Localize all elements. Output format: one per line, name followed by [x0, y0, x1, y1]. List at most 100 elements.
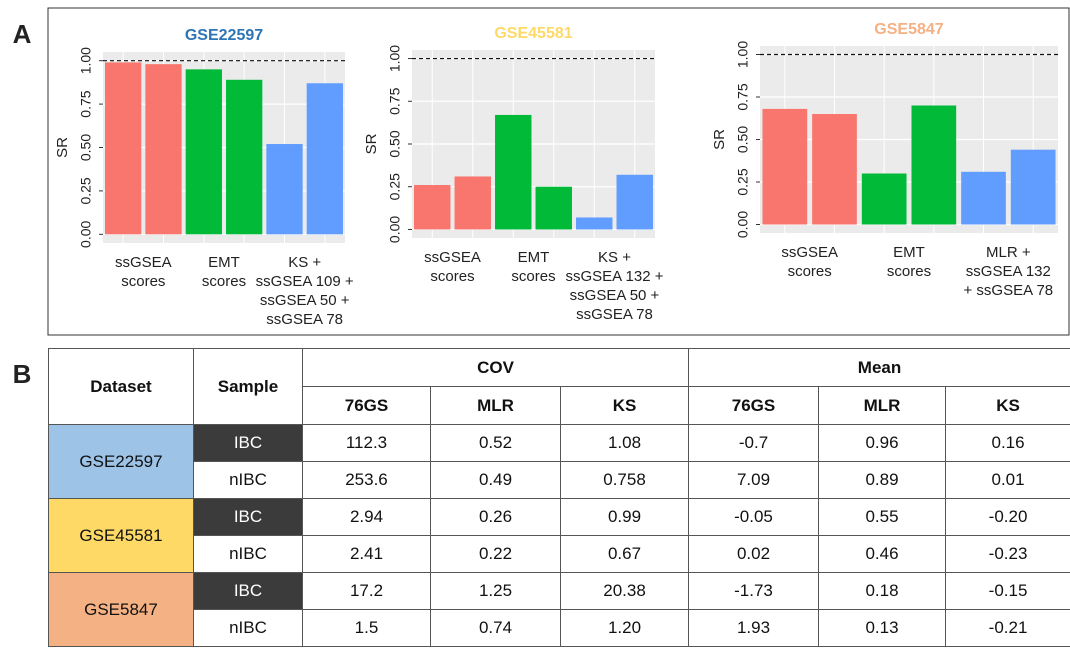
x-group-label: ssGSEA 50 + [570, 287, 660, 304]
bar [812, 114, 857, 225]
x-group-label: scores [788, 263, 832, 280]
value-cell: -0.15 [945, 572, 1070, 610]
y-tick-label: 0.00 [387, 216, 403, 243]
value-cell: 112.3 [302, 424, 431, 462]
chart-title: GSE45581 [494, 25, 572, 42]
y-tick-label: 1.00 [78, 47, 94, 74]
y-tick-label: 0.00 [735, 211, 751, 238]
y-tick-label: 0.25 [735, 168, 751, 195]
x-group-label: ssGSEA [424, 249, 481, 266]
value-cell: -0.05 [688, 498, 820, 536]
value-cell: 1.20 [559, 609, 690, 647]
value-cell: 253.6 [302, 461, 431, 499]
chart-title: GSE22597 [185, 27, 263, 44]
value-cell: 17.2 [302, 572, 431, 610]
header-cell: KS [559, 386, 690, 425]
value-cell: 0.16 [945, 424, 1070, 462]
header-cell: KS [945, 386, 1070, 425]
dataset-cell: GSE5847 [48, 572, 194, 647]
x-group-label: scores [121, 273, 165, 290]
sample-cell: nIBC [193, 535, 303, 573]
y-tick-label: 0.00 [78, 220, 94, 247]
value-cell: 0.96 [818, 424, 947, 462]
y-tick-label: 0.25 [78, 177, 94, 204]
value-cell: 0.55 [818, 498, 947, 536]
x-group-label: ssGSEA 78 [266, 311, 343, 328]
value-cell: 0.22 [430, 535, 561, 573]
header-cell: MLR [430, 386, 561, 425]
results-table: Dataset Sample COV Mean 76GS MLR KS 76GS MLR KS GS… [48, 348, 1070, 647]
value-cell: 0.18 [818, 572, 947, 610]
header-cell: Sample [193, 348, 303, 425]
header-cell: 76GS [688, 386, 820, 425]
x-group-label: KS + [288, 254, 321, 271]
header-cell: 76GS [302, 386, 431, 425]
y-tick-label: 0.50 [78, 134, 94, 161]
sample-cell: nIBC [193, 461, 303, 499]
header-group-cell: COV [301, 348, 690, 387]
x-group-label: ssGSEA 50 + [260, 292, 350, 309]
bar [1010, 149, 1056, 225]
value-cell: 1.25 [430, 572, 561, 610]
value-cell: 0.74 [430, 609, 561, 647]
x-group-label: EMT [893, 244, 925, 261]
dataset-cell: GSE22597 [48, 424, 194, 499]
y-axis-title: SR [363, 133, 380, 154]
header-group-cell: Mean [688, 348, 1070, 387]
y-axis-title: SR [54, 137, 71, 158]
value-cell: 0.49 [430, 461, 561, 499]
value-cell: 0.13 [818, 609, 947, 647]
value-cell: 0.26 [430, 498, 561, 536]
x-group-label: scores [430, 268, 474, 285]
x-group-label: ssGSEA [115, 254, 172, 271]
x-group-label: ssGSEA 109 + [256, 273, 354, 290]
dataset-cell: GSE45581 [48, 498, 194, 573]
value-cell: -0.7 [688, 424, 820, 462]
header-cell: Dataset [48, 348, 194, 425]
header-cell: MLR [818, 386, 947, 425]
x-group-label: ssGSEA 132 + [566, 268, 664, 285]
panel-label: A [13, 19, 32, 49]
x-group-label: KS + [598, 249, 631, 266]
panel-a-frame [47, 7, 1070, 336]
y-tick-label: 0.75 [387, 87, 403, 114]
bar [226, 79, 263, 235]
y-axis-title: SR [711, 129, 728, 150]
x-group-label: scores [202, 273, 246, 290]
bar [306, 83, 343, 235]
x-group-label: + ssGSEA 78 [964, 282, 1054, 299]
bar [576, 217, 613, 230]
chart-title: GSE5847 [874, 21, 943, 38]
y-tick-label: 0.75 [78, 90, 94, 117]
panel-label: B [13, 359, 32, 389]
y-tick-label: 0.50 [387, 130, 403, 157]
bar [414, 185, 451, 230]
y-tick-label: 1.00 [735, 41, 751, 68]
bar [185, 69, 222, 235]
sample-cell: IBC [193, 498, 303, 536]
bar [145, 64, 182, 235]
x-group-label: ssGSEA [781, 244, 838, 261]
sample-cell: nIBC [193, 609, 303, 647]
sample-cell: IBC [193, 424, 303, 462]
value-cell: 0.67 [559, 535, 690, 573]
bar [616, 174, 653, 230]
bar [495, 114, 532, 230]
value-cell: -1.73 [688, 572, 820, 610]
x-group-label: ssGSEA 132 [966, 263, 1051, 280]
value-cell: 2.94 [302, 498, 431, 536]
value-cell: -0.20 [945, 498, 1070, 536]
value-cell: 0.52 [430, 424, 561, 462]
sample-cell: IBC [193, 572, 303, 610]
value-cell: 7.09 [688, 461, 820, 499]
y-tick-label: 0.50 [735, 126, 751, 153]
value-cell: -0.23 [945, 535, 1070, 573]
y-tick-label: 0.75 [735, 83, 751, 110]
value-cell: 1.5 [302, 609, 431, 647]
value-cell: 0.46 [818, 535, 947, 573]
bar [535, 186, 572, 230]
value-cell: 0.99 [559, 498, 690, 536]
bar [454, 176, 491, 230]
value-cell: 0.01 [945, 461, 1070, 499]
